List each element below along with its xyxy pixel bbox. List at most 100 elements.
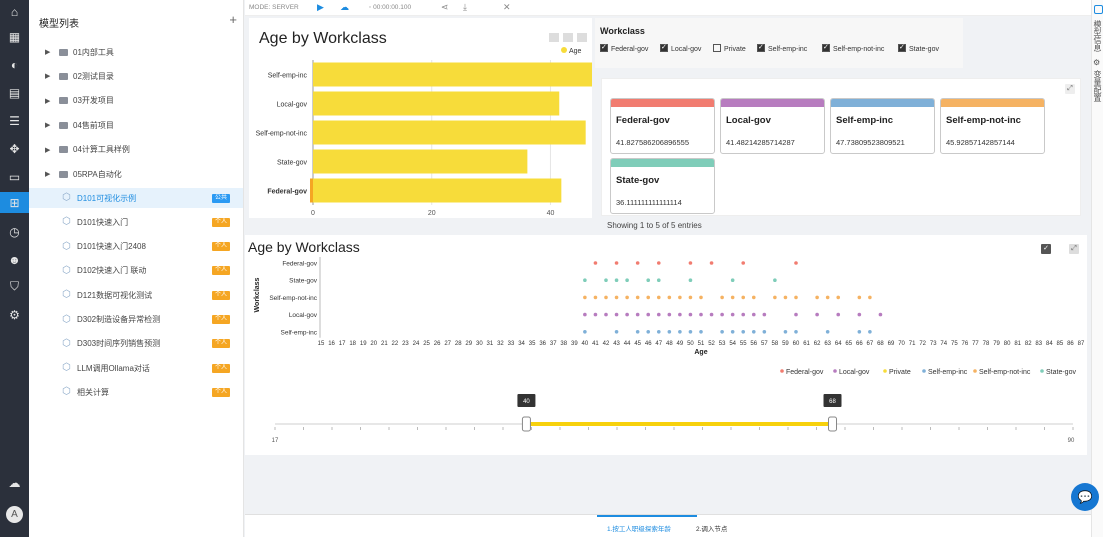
- scatter-point[interactable]: [688, 330, 693, 334]
- workclass-checkbox[interactable]: State-gov: [898, 43, 939, 53]
- scatter-point[interactable]: [625, 278, 629, 282]
- bar-self-emp-not-inc[interactable]: [313, 120, 586, 145]
- scatter-point[interactable]: [730, 330, 735, 334]
- scatter-point[interactable]: [878, 312, 883, 317]
- close-icon[interactable]: ✕: [503, 2, 511, 12]
- scatter-point[interactable]: [688, 295, 693, 300]
- document-icon[interactable]: ▭: [8, 169, 21, 184]
- slider-handle-low[interactable]: [521, 416, 531, 432]
- menu-icon[interactable]: [577, 33, 587, 42]
- scatter-point[interactable]: [646, 312, 651, 317]
- scatter-point[interactable]: [794, 295, 798, 300]
- checkbox-icon[interactable]: [660, 43, 668, 52]
- table-icon[interactable]: ▤: [8, 85, 21, 100]
- download-icon[interactable]: ⤓: [463, 2, 467, 12]
- scatter-point[interactable]: [709, 312, 714, 317]
- scatter-point[interactable]: [604, 278, 608, 282]
- scatter-point[interactable]: [614, 312, 619, 317]
- caret-right-icon[interactable]: ▶: [45, 97, 51, 105]
- scatter-point[interactable]: [741, 295, 746, 300]
- scatter-point[interactable]: [688, 312, 693, 317]
- scatter-point[interactable]: [656, 312, 661, 317]
- scatter-point[interactable]: [730, 295, 735, 300]
- scatter-point[interactable]: [751, 312, 756, 317]
- model-item[interactable]: ⬡ D121数据可视化测试 个人: [29, 285, 243, 305]
- workclass-checkbox[interactable]: Self-emp-not-inc: [822, 43, 884, 53]
- minimize-icon[interactable]: [549, 33, 559, 42]
- scatter-point[interactable]: [868, 330, 872, 334]
- scatter-point[interactable]: [604, 295, 608, 300]
- scatter-point[interactable]: [794, 261, 798, 265]
- settings-icon[interactable]: ⚙: [9, 307, 20, 322]
- folder-item[interactable]: ▶ 02测试目录: [29, 66, 243, 86]
- scatter-point[interactable]: [794, 312, 798, 317]
- scatter-point[interactable]: [751, 295, 756, 300]
- scatter-point[interactable]: [825, 295, 830, 300]
- clock-icon[interactable]: ◷: [9, 224, 20, 239]
- caret-right-icon[interactable]: ▶: [45, 122, 51, 130]
- folder-item[interactable]: ▶ 04售前项目: [29, 115, 243, 135]
- scatter-point[interactable]: [614, 330, 619, 334]
- scatter-point[interactable]: [583, 278, 587, 282]
- scatter-point[interactable]: [646, 278, 651, 282]
- folder-item[interactable]: ▶ 05RPA自动化: [29, 164, 243, 184]
- expand-icon[interactable]: [563, 33, 573, 42]
- shield-icon[interactable]: ⛉: [9, 279, 19, 293]
- scatter-point[interactable]: [583, 330, 587, 334]
- model-item[interactable]: ⬡ 相关计算 个人: [29, 382, 243, 402]
- scatter-point[interactable]: [783, 295, 788, 300]
- scatter-point[interactable]: [857, 295, 862, 300]
- scatter-point[interactable]: [678, 312, 682, 317]
- scatter-point[interactable]: [857, 330, 862, 334]
- scatter-point[interactable]: [730, 312, 735, 317]
- logo-icon[interactable]: ◐: [10, 57, 19, 72]
- scatter-point[interactable]: [583, 295, 587, 300]
- scatter-point[interactable]: [688, 278, 693, 282]
- scatter-point[interactable]: [667, 295, 672, 300]
- scatter-point[interactable]: [678, 295, 682, 300]
- scatter-point[interactable]: [625, 312, 629, 317]
- bar-self-emp-inc[interactable]: [313, 62, 597, 87]
- model-info-tab[interactable]: 模型信息: [1093, 20, 1102, 52]
- model-item[interactable]: ⬡ D302制造设备异常检测 个人: [29, 310, 243, 330]
- scatter-point[interactable]: [646, 295, 651, 300]
- scatter-point[interactable]: [699, 312, 703, 317]
- folder-item[interactable]: ▶ 01内部工具: [29, 42, 243, 62]
- scatter-point[interactable]: [667, 330, 672, 334]
- scatter-point[interactable]: [751, 330, 756, 334]
- scatter-point[interactable]: [614, 261, 619, 265]
- scatter-point[interactable]: [656, 330, 661, 334]
- share-icon[interactable]: ⋖: [441, 2, 449, 12]
- scatter-point[interactable]: [593, 312, 598, 317]
- flow-icon[interactable]: ✥: [9, 141, 20, 156]
- scatter-point[interactable]: [593, 295, 598, 300]
- scatter-point[interactable]: [625, 295, 629, 300]
- scatter-point[interactable]: [635, 330, 640, 334]
- scatter-point[interactable]: [836, 295, 841, 300]
- checkbox-icon[interactable]: [713, 44, 721, 52]
- checkbox-icon[interactable]: [822, 43, 830, 52]
- tab-explore-age[interactable]: 1.按工人职级探索年龄: [607, 526, 671, 533]
- scatter-point[interactable]: [614, 295, 619, 300]
- model-item[interactable]: ⬡ LLM调用Ollama对话 个人: [29, 358, 243, 378]
- users-icon[interactable]: ☻: [8, 252, 21, 267]
- checkbox-icon[interactable]: [600, 43, 608, 52]
- scatter-point[interactable]: [815, 312, 819, 317]
- scatter-point[interactable]: [783, 330, 788, 334]
- cloud-run-icon[interactable]: ☁: [340, 2, 349, 12]
- workclass-checkbox[interactable]: Private: [713, 44, 746, 53]
- scatter-point[interactable]: [868, 295, 872, 300]
- scatter-point[interactable]: [773, 295, 777, 300]
- scatter-point[interactable]: [635, 312, 640, 317]
- folder-item[interactable]: ▶ 03开发项目: [29, 91, 243, 111]
- scatter-point[interactable]: [741, 312, 746, 317]
- workclass-checkbox[interactable]: Self-emp-inc: [757, 43, 807, 53]
- folder-item[interactable]: ▶ 04计算工具样例: [29, 140, 243, 160]
- scatter-point[interactable]: [635, 261, 640, 265]
- scatter-point[interactable]: [614, 278, 619, 282]
- play-icon[interactable]: ▶: [317, 2, 324, 12]
- scatter-point[interactable]: [857, 312, 862, 317]
- scatter-point[interactable]: [720, 295, 724, 300]
- scatter-point[interactable]: [656, 278, 661, 282]
- scatter-point[interactable]: [762, 330, 767, 334]
